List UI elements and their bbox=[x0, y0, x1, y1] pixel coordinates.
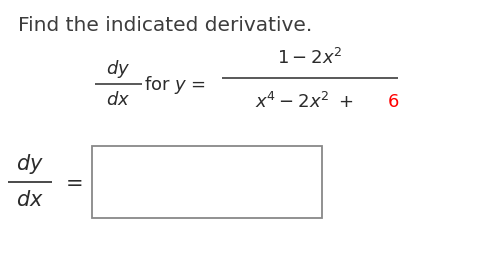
Text: $=$: $=$ bbox=[61, 172, 83, 192]
Text: $x^4 - 2x^2\ +\ $: $x^4 - 2x^2\ +\ $ bbox=[255, 92, 353, 112]
Text: $1 - 2x^2$: $1 - 2x^2$ bbox=[277, 48, 343, 68]
Text: Find the indicated derivative.: Find the indicated derivative. bbox=[18, 16, 312, 35]
Bar bbox=[92, 146, 322, 218]
Text: $\mathit{dy}$: $\mathit{dy}$ bbox=[106, 58, 130, 80]
Text: for $\mathit{y}$ =: for $\mathit{y}$ = bbox=[144, 73, 206, 96]
Text: $\mathit{dy}$: $\mathit{dy}$ bbox=[16, 152, 44, 176]
Text: $6$: $6$ bbox=[387, 93, 399, 111]
Text: $\mathit{dx}$: $\mathit{dx}$ bbox=[106, 91, 130, 109]
Text: $\mathit{dx}$: $\mathit{dx}$ bbox=[16, 190, 44, 210]
